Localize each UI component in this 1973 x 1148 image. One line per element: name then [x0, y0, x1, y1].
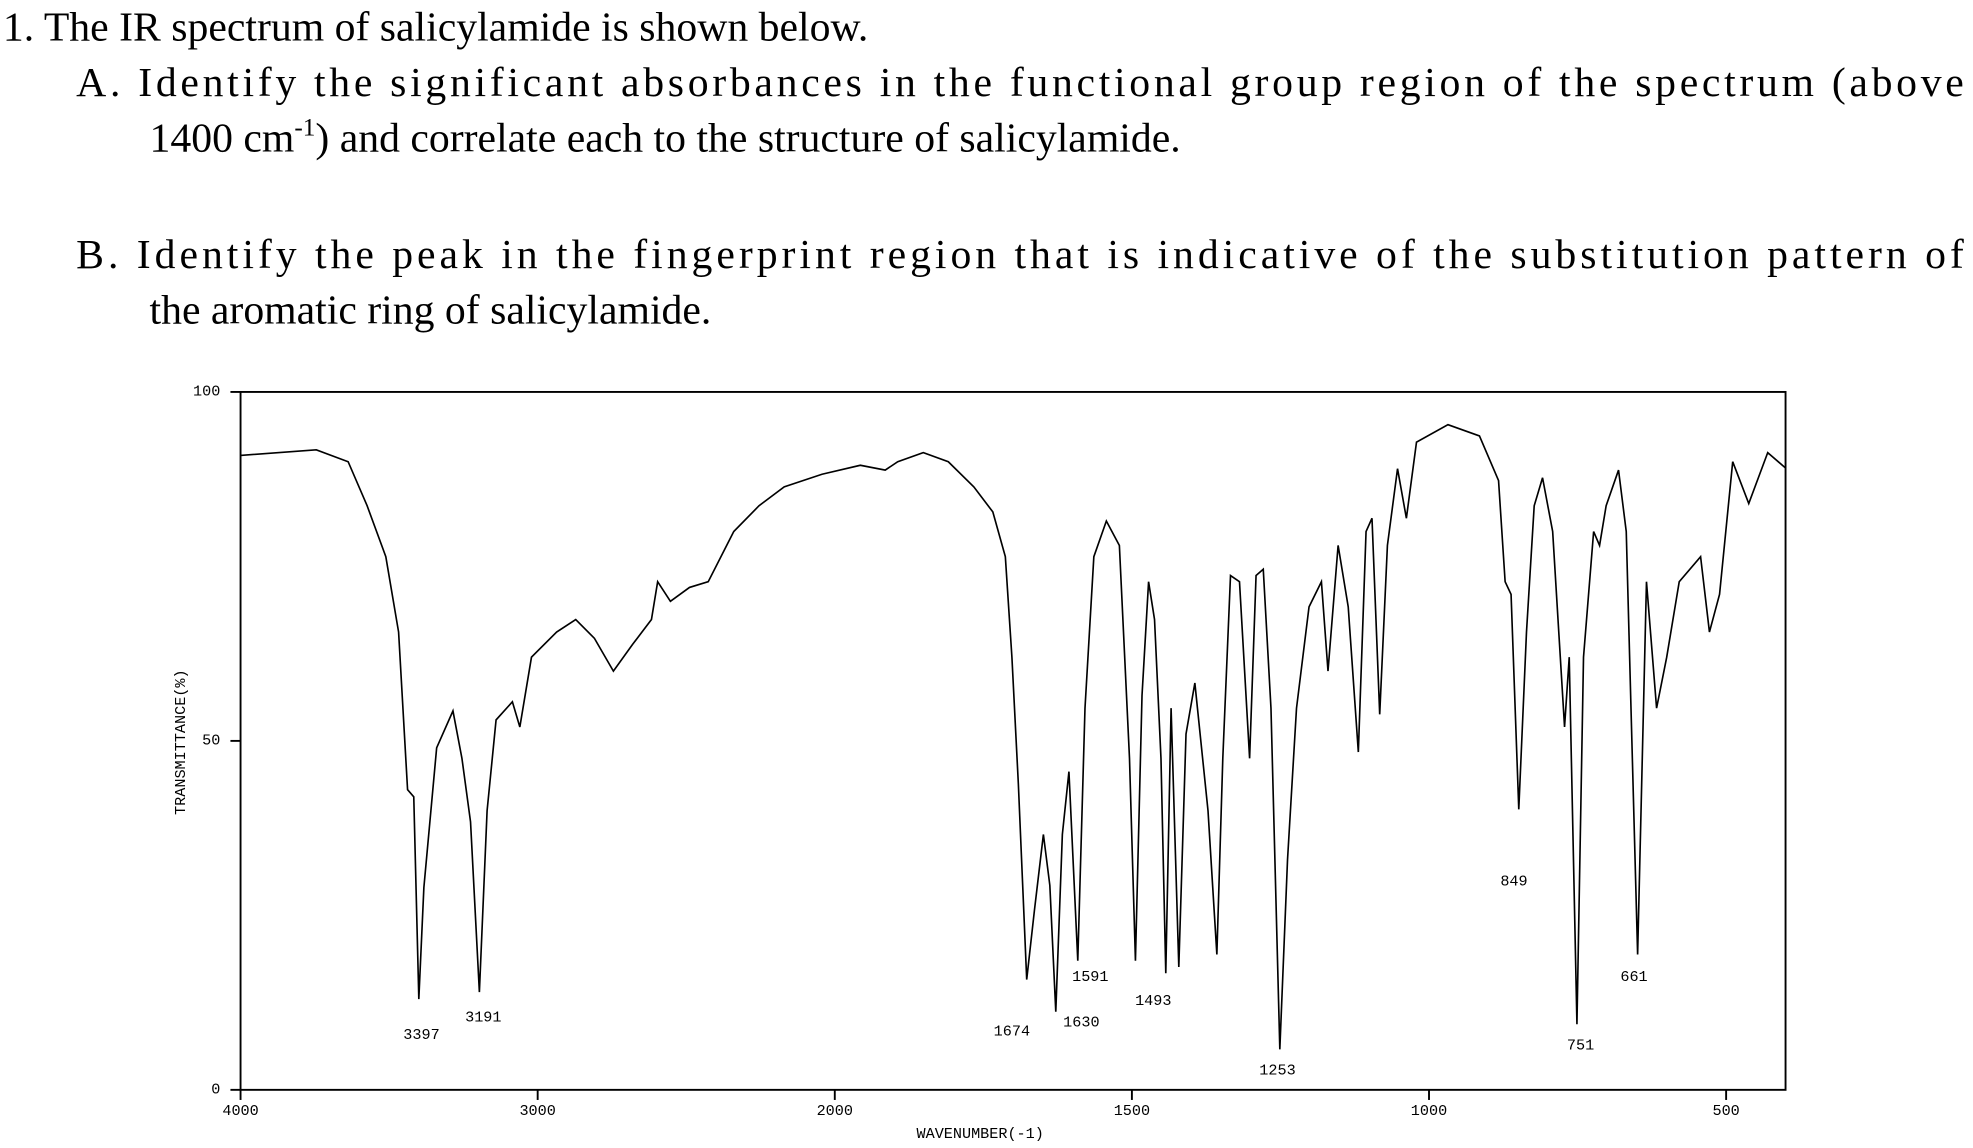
- peak-label: 661: [1620, 968, 1647, 986]
- x-tick-label: 2000: [817, 1102, 853, 1120]
- peak-label: 1493: [1135, 992, 1171, 1010]
- part-a-text: 1400 cm: [150, 116, 295, 162]
- question-title: 1. The IR spectrum of salicylamide is sh…: [3, 4, 869, 50]
- peak-label: 1253: [1259, 1062, 1295, 1080]
- peak-label: 3397: [403, 1026, 439, 1044]
- peak-label: 1591: [1072, 968, 1108, 986]
- part-a-line: 1400 cm-1) and correlate each to the str…: [150, 113, 1181, 161]
- part-a-line: A. Identify the significant absorbances …: [76, 60, 1964, 106]
- superscript: -1: [294, 113, 315, 141]
- plot-frame: [239, 390, 1787, 1091]
- peak-label: 1630: [1063, 1014, 1099, 1032]
- y-tick-label: 50: [202, 732, 220, 750]
- peak-label: 751: [1567, 1037, 1594, 1055]
- y-tick-label: 0: [211, 1081, 220, 1099]
- part-b-line: B. Identify the peak in the fingerprint …: [76, 232, 1964, 278]
- x-tick-label: 500: [1712, 1102, 1739, 1120]
- y-tick-label: 100: [193, 383, 220, 401]
- part-b-line: the aromatic ring of salicylamide.: [150, 288, 712, 334]
- spectrum-line: [240, 423, 1787, 1050]
- peak-label: 849: [1500, 873, 1527, 891]
- x-tick-label: 1500: [1114, 1102, 1150, 1120]
- peak-label: 3191: [465, 1009, 501, 1027]
- peak-label: 1674: [994, 1023, 1030, 1041]
- y-axis-label: TRANSMITTANCE(%): [172, 669, 190, 815]
- x-tick-label: 3000: [519, 1102, 555, 1120]
- x-axis-label: WAVENUMBER(-1): [917, 1125, 1044, 1143]
- part-a-text: ) and correlate each to the structure of…: [315, 116, 1180, 162]
- x-tick-label: 1000: [1411, 1102, 1447, 1120]
- x-tick-label: 4000: [222, 1102, 258, 1120]
